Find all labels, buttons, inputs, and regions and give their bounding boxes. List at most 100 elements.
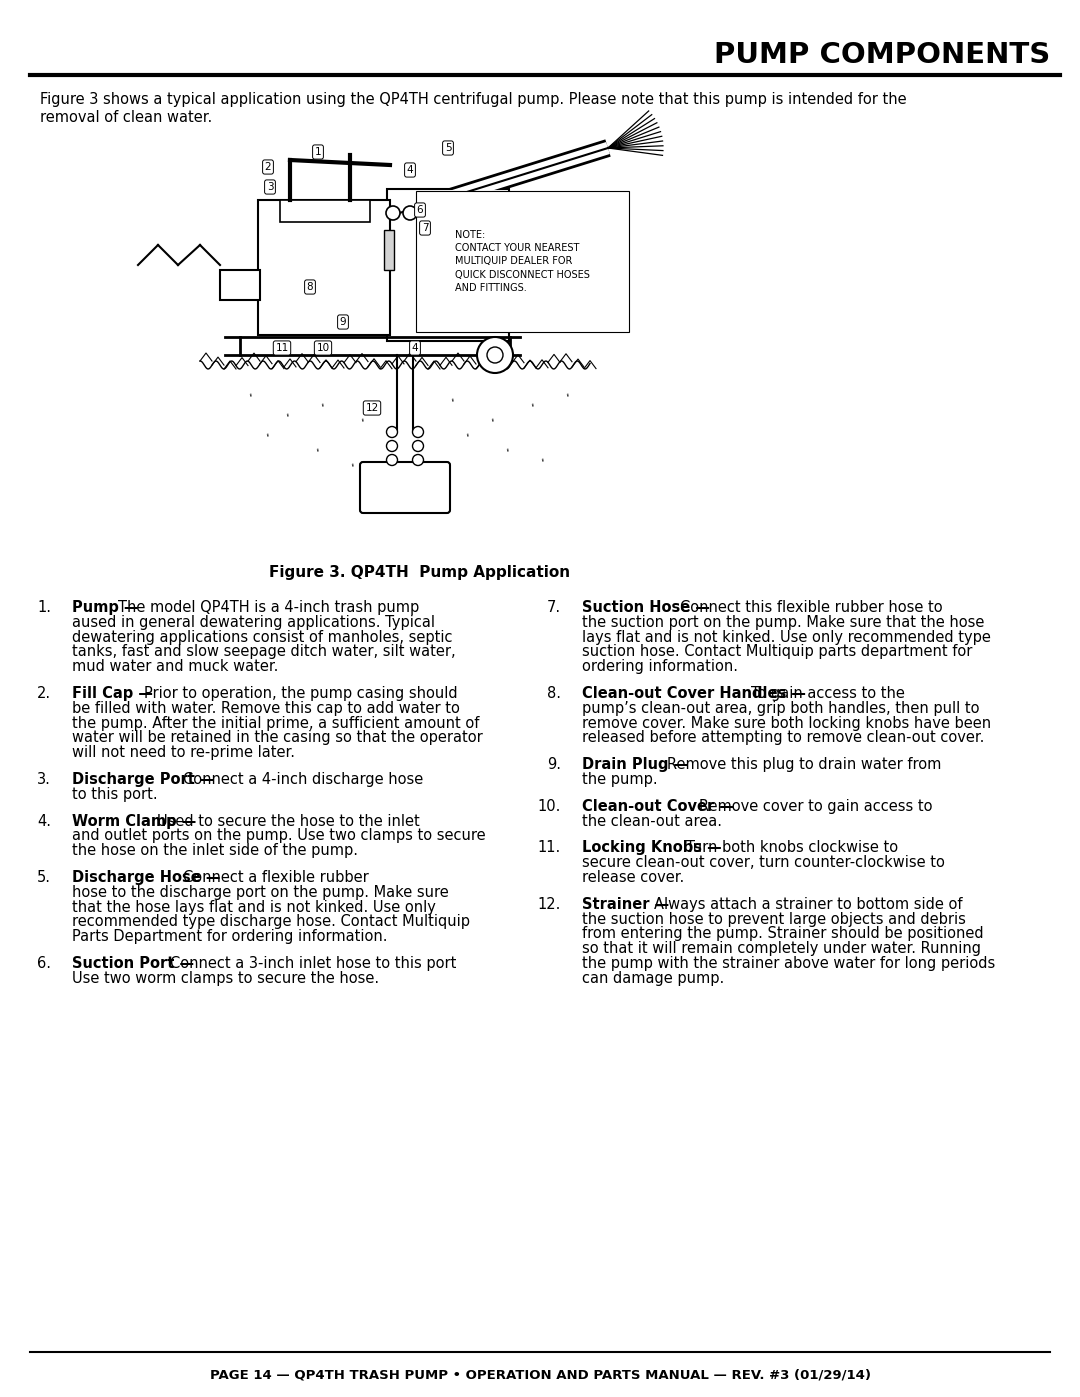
Text: the pump with the strainer above water for long periods: the pump with the strainer above water f… bbox=[582, 956, 996, 971]
Text: 3: 3 bbox=[267, 182, 273, 191]
Text: Remove cover to gain access to: Remove cover to gain access to bbox=[699, 799, 933, 814]
Circle shape bbox=[487, 346, 503, 363]
Text: hose to the discharge port on the pump. Make sure: hose to the discharge port on the pump. … bbox=[72, 884, 449, 900]
Text: to this port.: to this port. bbox=[72, 787, 158, 802]
Text: ͵: ͵ bbox=[244, 383, 252, 397]
Text: 9: 9 bbox=[340, 317, 347, 327]
Circle shape bbox=[386, 205, 400, 219]
Text: 3.: 3. bbox=[37, 773, 51, 787]
Text: removal of clean water.: removal of clean water. bbox=[40, 110, 213, 124]
Text: 12.: 12. bbox=[538, 897, 561, 912]
Text: suction hose. Contact Multiquip parts department for: suction hose. Contact Multiquip parts de… bbox=[582, 644, 972, 659]
Text: from entering the pump. Strainer should be positioned: from entering the pump. Strainer should … bbox=[582, 926, 984, 942]
Text: 4.: 4. bbox=[37, 813, 51, 828]
Text: 8.: 8. bbox=[546, 686, 561, 701]
Text: 7: 7 bbox=[421, 224, 429, 233]
Text: aused in general dewatering applications. Typical: aused in general dewatering applications… bbox=[72, 615, 435, 630]
Text: the pump. After the initial prime, a sufficient amount of: the pump. After the initial prime, a suf… bbox=[72, 715, 480, 731]
Circle shape bbox=[413, 440, 423, 451]
Text: ͵: ͵ bbox=[311, 439, 319, 451]
Text: ͵: ͵ bbox=[461, 423, 469, 437]
Text: Clean-out Cover —: Clean-out Cover — bbox=[582, 799, 739, 814]
Text: lays flat and is not kinked. Use only recommended type: lays flat and is not kinked. Use only re… bbox=[582, 630, 990, 644]
Text: and outlet ports on the pump. Use two clamps to secure: and outlet ports on the pump. Use two cl… bbox=[72, 828, 486, 844]
Text: 9.: 9. bbox=[546, 757, 561, 773]
Text: the suction hose to prevent large objects and debris: the suction hose to prevent large object… bbox=[582, 912, 966, 926]
Text: Suction Hose —: Suction Hose — bbox=[582, 599, 715, 615]
Text: ͵: ͵ bbox=[316, 394, 324, 407]
Text: secure clean-out cover, turn counter-clockwise to: secure clean-out cover, turn counter-clo… bbox=[582, 855, 945, 870]
Bar bbox=[280, 200, 370, 222]
Circle shape bbox=[387, 426, 397, 437]
Text: 1.: 1. bbox=[37, 599, 51, 615]
Text: 4: 4 bbox=[411, 344, 418, 353]
Text: released before attempting to remove clean-out cover.: released before attempting to remove cle… bbox=[582, 731, 984, 746]
Text: Parts Department for ordering information.: Parts Department for ordering informatio… bbox=[72, 929, 388, 944]
Text: Clean-out Cover Handles —: Clean-out Cover Handles — bbox=[582, 686, 811, 701]
Text: ͵: ͵ bbox=[526, 394, 534, 407]
Text: ͵: ͵ bbox=[261, 423, 269, 437]
Circle shape bbox=[413, 454, 423, 465]
Text: ͵: ͵ bbox=[356, 408, 364, 422]
Bar bbox=[220, 270, 260, 300]
Text: dewatering applications consist of manholes, septic: dewatering applications consist of manho… bbox=[72, 630, 453, 644]
Text: Turn both knobs clockwise to: Turn both knobs clockwise to bbox=[686, 841, 899, 855]
Text: 6.: 6. bbox=[37, 956, 51, 971]
Text: Figure 3 shows a typical application using the QP4TH centrifugal pump. Please no: Figure 3 shows a typical application usi… bbox=[40, 92, 906, 108]
FancyBboxPatch shape bbox=[360, 462, 450, 513]
Text: that the hose lays flat and is not kinked. Use only: that the hose lays flat and is not kinke… bbox=[72, 900, 436, 915]
Text: Pump —: Pump — bbox=[72, 599, 144, 615]
Text: 5.: 5. bbox=[37, 870, 51, 886]
Text: The model QP4TH is a 4-inch trash pump: The model QP4TH is a 4-inch trash pump bbox=[118, 599, 419, 615]
Text: pump’s clean-out area, grip both handles, then pull to: pump’s clean-out area, grip both handles… bbox=[582, 701, 980, 715]
Text: can damage pump.: can damage pump. bbox=[582, 971, 725, 986]
Text: the suction port on the pump. Make sure that the hose: the suction port on the pump. Make sure … bbox=[582, 615, 984, 630]
Bar bbox=[258, 200, 390, 335]
Text: 1: 1 bbox=[314, 147, 322, 156]
FancyBboxPatch shape bbox=[387, 189, 509, 341]
Text: 11.: 11. bbox=[538, 841, 561, 855]
Text: tanks, fast and slow seepage ditch water, silt water,: tanks, fast and slow seepage ditch water… bbox=[72, 644, 456, 659]
Text: Connect a flexible rubber: Connect a flexible rubber bbox=[183, 870, 368, 886]
Text: remove cover. Make sure both locking knobs have been: remove cover. Make sure both locking kno… bbox=[582, 715, 991, 731]
Text: Strainer —: Strainer — bbox=[582, 897, 674, 912]
Text: 10.: 10. bbox=[538, 799, 561, 814]
Text: so that it will remain completely under water. Running: so that it will remain completely under … bbox=[582, 942, 981, 956]
Text: ͵: ͵ bbox=[562, 383, 569, 397]
Text: Prior to operation, the pump casing should: Prior to operation, the pump casing shou… bbox=[144, 686, 457, 701]
Circle shape bbox=[413, 426, 423, 437]
Text: ordering information.: ordering information. bbox=[582, 659, 738, 675]
Bar bbox=[384, 231, 394, 270]
Text: ͵: ͵ bbox=[536, 448, 544, 461]
Text: recommended type discharge hose. Contact Multiquip: recommended type discharge hose. Contact… bbox=[72, 915, 470, 929]
Text: water will be retained in the casing so that the operator: water will be retained in the casing so … bbox=[72, 731, 483, 746]
Text: Remove this plug to drain water from: Remove this plug to drain water from bbox=[666, 757, 941, 773]
Text: Always attach a strainer to bottom side of: Always attach a strainer to bottom side … bbox=[653, 897, 962, 912]
Text: 5: 5 bbox=[445, 142, 451, 154]
Text: 2.: 2. bbox=[37, 686, 51, 701]
Text: PUMP COMPONENTS: PUMP COMPONENTS bbox=[714, 41, 1050, 68]
Text: NOTE:
CONTACT YOUR NEAREST
MULTIQUIP DEALER FOR
QUICK DISCONNECT HOSES
AND FITTI: NOTE: CONTACT YOUR NEAREST MULTIQUIP DEA… bbox=[455, 231, 590, 293]
Text: Use two worm clamps to secure the hose.: Use two worm clamps to secure the hose. bbox=[72, 971, 379, 986]
Text: 10: 10 bbox=[316, 344, 329, 353]
Text: the clean-out area.: the clean-out area. bbox=[582, 813, 723, 828]
Text: the hose on the inlet side of the pump.: the hose on the inlet side of the pump. bbox=[72, 844, 357, 858]
Circle shape bbox=[477, 337, 513, 373]
Text: To gain access to the: To gain access to the bbox=[752, 686, 905, 701]
Text: release cover.: release cover. bbox=[582, 870, 685, 886]
Text: Worm Clamp —: Worm Clamp — bbox=[72, 813, 201, 828]
Text: Drain Plug —: Drain Plug — bbox=[582, 757, 693, 773]
Text: Figure 3. QP4TH  Pump Application: Figure 3. QP4TH Pump Application bbox=[269, 564, 570, 580]
Text: Discharge Hose —: Discharge Hose — bbox=[72, 870, 226, 886]
Text: 7.: 7. bbox=[546, 599, 561, 615]
Text: 12: 12 bbox=[365, 402, 379, 414]
Text: ͵: ͵ bbox=[501, 439, 509, 451]
Circle shape bbox=[387, 454, 397, 465]
Text: 2: 2 bbox=[265, 162, 271, 172]
Text: ͵: ͵ bbox=[281, 404, 288, 416]
Text: be filled with water. Remove this cap to add water to: be filled with water. Remove this cap to… bbox=[72, 701, 460, 715]
Text: 4: 4 bbox=[407, 165, 414, 175]
Text: ͵: ͵ bbox=[346, 453, 354, 467]
Circle shape bbox=[403, 205, 417, 219]
Text: PAGE 14 — QP4TH TRASH PUMP • OPERATION AND PARTS MANUAL — REV. #3 (01/29/14): PAGE 14 — QP4TH TRASH PUMP • OPERATION A… bbox=[210, 1369, 870, 1382]
